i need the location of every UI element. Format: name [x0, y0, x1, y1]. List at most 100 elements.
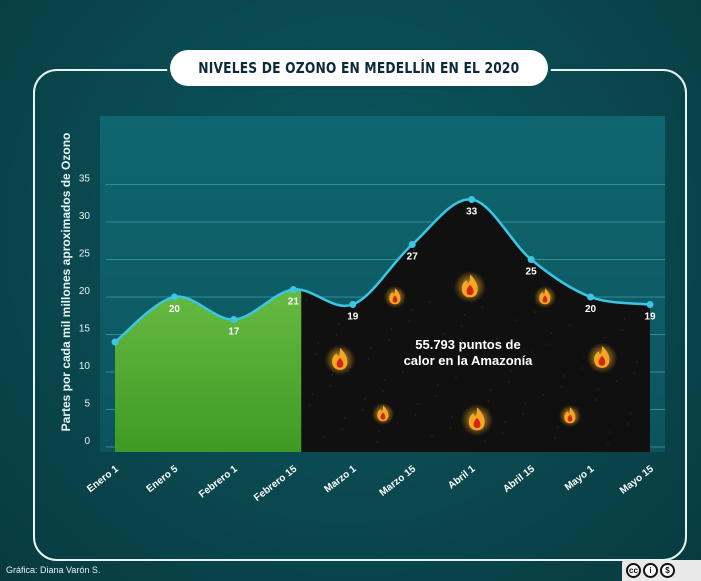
texture-speck: [516, 319, 518, 321]
x-tick-label: Febrero 15: [252, 463, 299, 503]
texture-speck: [481, 306, 484, 308]
texture-speck: [589, 305, 591, 307]
data-point: [230, 316, 238, 323]
texture-speck: [475, 357, 478, 359]
texture-speck: [384, 379, 387, 381]
texture-speck: [510, 370, 512, 372]
texture-speck: [408, 320, 411, 322]
by-icon: i: [643, 563, 658, 578]
texture-speck: [554, 437, 557, 439]
texture-speck: [390, 328, 393, 330]
texture-speck: [410, 309, 413, 311]
texture-speck: [556, 426, 559, 428]
license-badge[interactable]: cc i $: [622, 560, 701, 581]
texture-speck: [534, 311, 536, 313]
green-area: [115, 289, 302, 452]
y-tick-label: 25: [79, 249, 91, 260]
texture-speck: [315, 353, 317, 355]
texture-speck: [501, 432, 504, 434]
data-point: [111, 338, 119, 346]
texture-speck: [542, 394, 545, 396]
flame-core-icon: [336, 357, 344, 368]
data-point: [468, 196, 476, 203]
y-axis-label: Partes por cada mil millones aproximados…: [59, 133, 73, 432]
texture-speck: [361, 409, 364, 411]
data-label: 19: [347, 312, 359, 323]
texture-speck: [355, 315, 358, 317]
texture-speck: [335, 334, 338, 336]
x-tick-label: Marzo 15: [378, 463, 419, 498]
data-label: 21: [288, 297, 300, 308]
cc-icon: cc: [626, 563, 641, 578]
data-label: 19: [644, 312, 656, 323]
x-tick-label: Marzo 1: [323, 463, 359, 495]
texture-speck: [311, 393, 314, 395]
texture-speck: [548, 343, 551, 345]
texture-speck: [633, 372, 636, 374]
texture-speck: [396, 422, 399, 424]
texture-speck: [449, 427, 451, 429]
annotation-text: calor en la Amazonía: [404, 353, 534, 368]
y-tick-label: 0: [84, 436, 90, 447]
texture-speck: [376, 441, 378, 443]
texture-speck: [597, 388, 600, 390]
texture-speck: [341, 428, 344, 430]
data-label: 33: [466, 207, 478, 218]
x-tick-label: Febrero 1: [197, 463, 240, 500]
texture-speck: [504, 421, 506, 423]
texture-speck: [414, 414, 417, 416]
texture-speck: [609, 431, 612, 433]
texture-speck: [607, 442, 609, 444]
y-tick-label: 15: [79, 324, 91, 335]
texture-speck: [337, 323, 340, 325]
texture-speck: [603, 337, 606, 339]
series-line: [114, 198, 651, 343]
texture-speck: [495, 338, 498, 340]
x-tick-label: Abril 1: [446, 463, 478, 491]
texture-speck: [489, 389, 492, 391]
texture-speck: [550, 332, 553, 334]
texture-speck: [457, 365, 460, 367]
texture-speck: [370, 347, 372, 349]
texture-speck: [461, 325, 463, 327]
x-tick-label: Abril 15: [501, 463, 537, 495]
texture-speck: [404, 360, 407, 362]
texture-speck: [595, 399, 597, 401]
texture-speck: [378, 430, 381, 432]
texture-speck: [562, 375, 565, 377]
data-point: [587, 293, 595, 301]
author-credit: Gráfica: Diana Varón S.: [6, 565, 101, 575]
texture-speck: [623, 318, 626, 320]
texture-speck: [524, 402, 527, 404]
y-tick-label: 20: [79, 286, 91, 297]
data-label: 20: [169, 304, 181, 315]
texture-speck: [455, 376, 457, 378]
texture-speck: [615, 380, 618, 382]
data-label: 20: [585, 304, 597, 315]
texture-speck: [507, 381, 510, 383]
flame-core-icon: [542, 295, 548, 303]
data-label: 17: [228, 327, 240, 338]
texture-speck: [580, 367, 583, 369]
flame-core-icon: [466, 284, 474, 296]
texture-speck: [317, 342, 320, 344]
data-point: [349, 301, 357, 308]
texture-speck: [627, 423, 630, 425]
texture-speck: [463, 314, 466, 316]
texture-speck: [528, 362, 530, 364]
data-label: 27: [407, 252, 419, 263]
y-tick-label: 30: [79, 211, 91, 222]
texture-speck: [364, 398, 366, 400]
texture-speck: [641, 310, 644, 312]
data-point: [289, 286, 297, 293]
flame-core-icon: [392, 295, 398, 303]
texture-speck: [422, 352, 425, 354]
texture-speck: [522, 413, 524, 415]
texture-speck: [323, 436, 326, 438]
texture-speck: [443, 333, 445, 335]
nc-icon: $: [660, 563, 675, 578]
data-point: [527, 256, 535, 263]
texture-speck: [487, 400, 490, 402]
texture-speck: [428, 301, 431, 303]
